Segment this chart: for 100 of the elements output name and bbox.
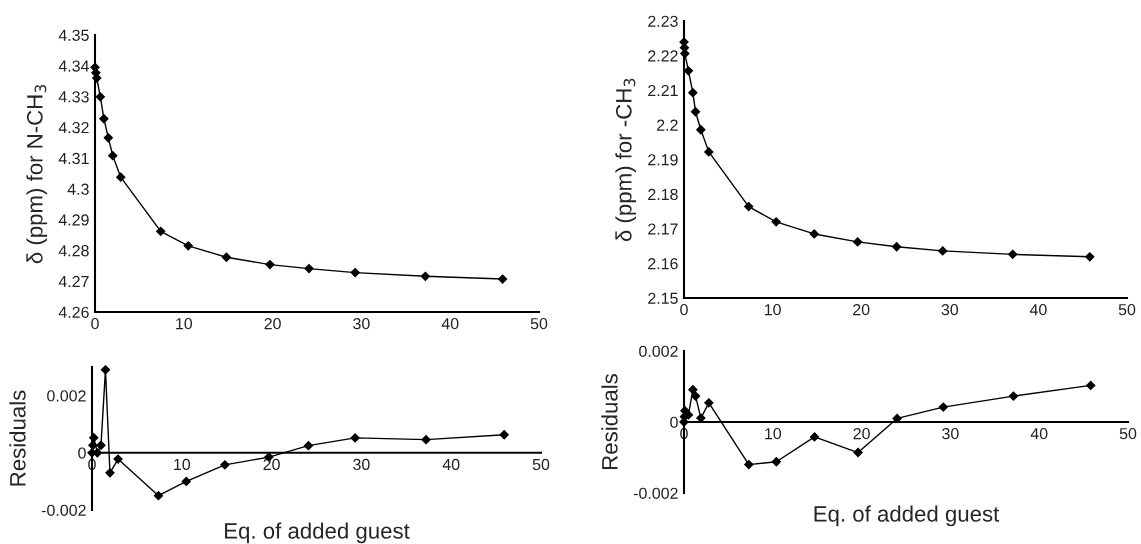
y-axis-title: Residuals xyxy=(601,374,618,469)
point xyxy=(103,133,113,143)
point xyxy=(771,457,781,467)
point xyxy=(704,147,714,157)
x-tick-label: 40 xyxy=(1030,427,1048,440)
point xyxy=(809,432,820,442)
point xyxy=(100,365,111,375)
x-tick-label: 50 xyxy=(532,458,550,471)
point xyxy=(744,459,754,470)
y-tick-label: 4.34 xyxy=(58,60,89,72)
point xyxy=(350,267,360,278)
point xyxy=(499,430,509,440)
point xyxy=(156,226,166,236)
x-tick-label: 30 xyxy=(942,427,959,440)
point xyxy=(1008,391,1019,401)
y-tick-label: 4.3 xyxy=(67,183,89,195)
y-tick-label: -0.002 xyxy=(633,487,678,499)
x-tick-label: 0 xyxy=(680,303,688,316)
point xyxy=(95,92,105,102)
y-tick-label: 0 xyxy=(78,447,86,459)
y-tick-label: 2.18 xyxy=(648,188,678,201)
point xyxy=(853,447,863,458)
point xyxy=(265,259,275,270)
point xyxy=(696,125,706,135)
x-tick-label: 50 xyxy=(530,317,548,330)
x-tick-label: 10 xyxy=(174,458,191,471)
x-axis-title: Eq. of added guest xyxy=(225,522,410,544)
x-tick-label: 0 xyxy=(91,317,99,330)
x-tick-label: 40 xyxy=(441,317,459,330)
point xyxy=(420,271,430,281)
point xyxy=(99,114,109,124)
x-tick-label: 20 xyxy=(853,303,870,316)
x-tick-label: 30 xyxy=(353,458,370,471)
point xyxy=(220,460,230,470)
point xyxy=(1008,249,1018,259)
y-tick-label: 0.002 xyxy=(639,345,678,357)
point xyxy=(1085,252,1095,262)
y-axis-title: Residuals xyxy=(9,390,26,486)
y-tick-label: 4.29 xyxy=(58,214,89,226)
y-tick-label: 2.19 xyxy=(648,154,678,166)
point xyxy=(853,237,863,247)
point xyxy=(892,413,902,424)
point xyxy=(892,242,902,252)
point xyxy=(1086,380,1096,391)
x-tick-label: 40 xyxy=(442,458,460,471)
y-axis-title: δ (ppm) for -CH$_{3}$ xyxy=(615,78,637,242)
point xyxy=(688,88,698,98)
point xyxy=(421,435,431,445)
point xyxy=(183,241,193,251)
x-tick-label: 50 xyxy=(1118,303,1136,316)
point xyxy=(153,491,164,501)
point xyxy=(113,454,123,464)
point xyxy=(105,468,115,478)
x-tick-label: 50 xyxy=(1119,427,1137,440)
x-tick-label: 40 xyxy=(1029,303,1047,316)
point xyxy=(108,151,118,161)
point xyxy=(89,433,99,443)
y-tick-label: -0.002 xyxy=(41,504,86,516)
point xyxy=(690,107,701,117)
y-tick-label: 4.32 xyxy=(58,121,89,134)
x-tick-label: 10 xyxy=(176,317,193,330)
y-tick-label: 4.33 xyxy=(58,91,89,103)
point xyxy=(497,274,508,284)
y-tick-label: 0.002 xyxy=(47,390,86,402)
point xyxy=(688,385,698,395)
point xyxy=(303,441,314,451)
point xyxy=(304,263,314,274)
point xyxy=(704,398,714,408)
y-tick-label: 2.2 xyxy=(657,119,678,131)
point xyxy=(96,440,106,450)
point xyxy=(771,217,781,227)
x-tick-label: 10 xyxy=(764,303,781,316)
x-tick-label: 30 xyxy=(353,317,370,330)
y-tick-label: 4.31 xyxy=(58,152,89,165)
y-tick-label: 4.27 xyxy=(58,275,89,288)
y-tick-label: 4.28 xyxy=(58,245,89,257)
point xyxy=(181,476,191,487)
y-tick-label: 2.15 xyxy=(648,292,678,304)
y-tick-label: 2.21 xyxy=(648,84,678,97)
y-tick-label: 4.35 xyxy=(58,29,89,41)
point xyxy=(809,229,819,239)
y-tick-label: 2.22 xyxy=(648,50,678,62)
y-tick-label: 0 xyxy=(670,416,678,428)
x-tick-label: 10 xyxy=(765,427,782,440)
y-tick-label: 4.26 xyxy=(58,306,89,318)
point xyxy=(938,246,948,256)
point xyxy=(938,402,948,412)
point xyxy=(690,391,701,401)
x-axis-title: Eq. of added guest xyxy=(814,505,1000,527)
x-tick-label: 30 xyxy=(941,303,959,316)
y-tick-label: 2.17 xyxy=(648,223,678,235)
point xyxy=(350,433,360,443)
y-tick-label: 2.23 xyxy=(648,15,678,27)
point xyxy=(116,172,126,182)
point xyxy=(221,252,232,262)
x-tick-label: 20 xyxy=(264,317,281,330)
y-tick-label: 2.16 xyxy=(648,258,678,270)
x-tick-label: 20 xyxy=(853,427,870,440)
point xyxy=(744,201,754,212)
y-axis-title: δ (ppm) for N-CH$_{3}$ xyxy=(26,84,48,264)
